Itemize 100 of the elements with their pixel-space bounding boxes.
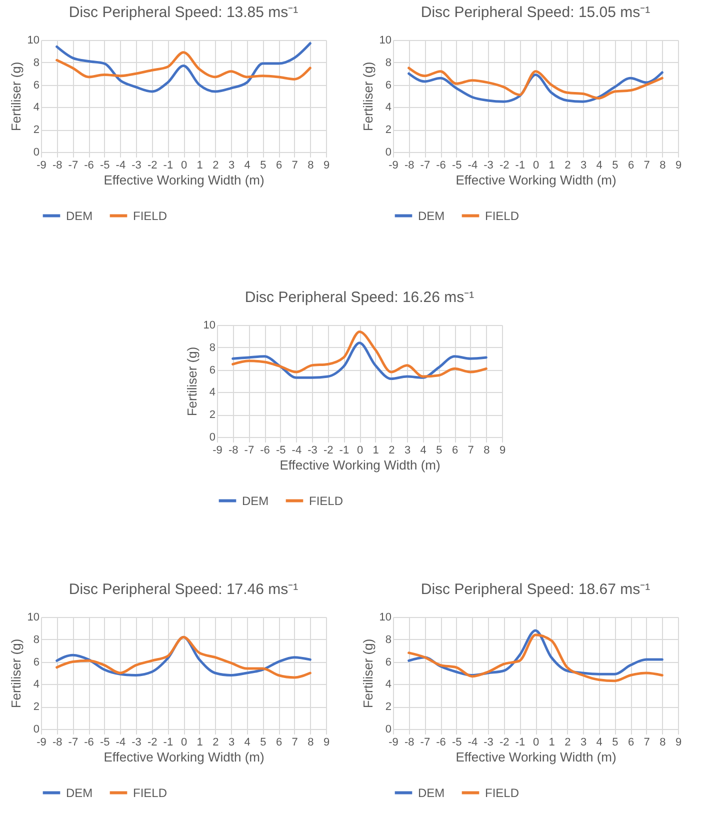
- x-tick-label: -6: [260, 444, 270, 456]
- y-tick-label: 0: [33, 724, 40, 736]
- x-axis-title: Effective Working Width (m): [456, 172, 616, 188]
- legend-label: FIELD: [309, 494, 344, 508]
- x-tick-label: 7: [644, 160, 650, 172]
- x-tick-label: -8: [228, 444, 238, 456]
- line-series: [408, 66, 664, 100]
- legend-label: FIELD: [133, 208, 168, 223]
- x-tick-label: 7: [292, 160, 298, 172]
- x-axis-title: Effective Working Width (m): [104, 750, 264, 764]
- x-tick-label: -8: [404, 736, 414, 748]
- x-tick-label: -2: [147, 160, 158, 172]
- x-tick-label: -1: [515, 736, 526, 748]
- x-tick-label: -1: [163, 736, 174, 748]
- x-tick-label: 8: [308, 736, 314, 748]
- x-tick-label: 3: [580, 160, 587, 172]
- x-tick-label: -2: [147, 736, 158, 748]
- x-tick-label: 4: [244, 736, 250, 748]
- chart-title: Disc Peripheral Speed: 16.26 ms⁻¹: [244, 289, 474, 306]
- x-axis-title: Effective Working Width (m): [456, 750, 616, 764]
- legend-label: DEM: [242, 494, 269, 508]
- x-tick-label: -1: [163, 160, 174, 172]
- x-tick-label: -8: [404, 160, 414, 172]
- y-tick-label: 6: [385, 79, 392, 92]
- x-tick-label: 9: [323, 736, 330, 748]
- x-tick-label: 1: [548, 160, 555, 172]
- legend-label: FIELD: [485, 208, 520, 223]
- y-tick-label: 0: [385, 146, 392, 158]
- x-tick-label: 6: [276, 160, 282, 172]
- x-tick-label: -7: [420, 736, 430, 748]
- x-tick-label: -9: [212, 444, 222, 456]
- x-tick-label: 5: [260, 736, 266, 748]
- x-tick-label: -6: [84, 736, 94, 748]
- x-tick-label: 6: [452, 444, 458, 456]
- y-axis-title: Fertiliser (g): [360, 638, 376, 708]
- x-tick-label: 2: [564, 160, 571, 172]
- x-tick-label: 6: [628, 736, 634, 748]
- x-tick-label: -3: [484, 160, 494, 172]
- x-tick-label: 0: [532, 736, 540, 748]
- x-tick-label: 8: [660, 736, 666, 748]
- x-tick-label: -2: [499, 736, 510, 748]
- y-tick-label: 0: [209, 432, 216, 444]
- x-tick-label: -2: [499, 160, 510, 172]
- y-tick-label: 4: [209, 386, 216, 399]
- y-tick-label: 10: [379, 612, 392, 624]
- y-axis-title: Fertiliser (g): [184, 346, 200, 416]
- x-tick-label: -7: [68, 736, 78, 748]
- x-tick-label: 9: [499, 444, 506, 456]
- x-tick-label: -2: [323, 444, 334, 456]
- line-series: [56, 51, 312, 80]
- x-tick-label: 0: [532, 160, 540, 172]
- x-tick-label: 9: [675, 736, 682, 748]
- y-tick-label: 6: [33, 79, 40, 92]
- x-tick-label: -4: [292, 444, 302, 456]
- x-tick-label: 1: [548, 736, 555, 748]
- x-tick-label: 0: [356, 444, 364, 456]
- x-tick-label: -4: [116, 160, 126, 172]
- x-tick-label: -9: [388, 160, 398, 172]
- x-tick-label: 9: [323, 160, 330, 172]
- x-tick-label: -4: [116, 736, 126, 748]
- x-tick-label: 5: [612, 736, 618, 748]
- y-tick-label: 8: [385, 56, 392, 69]
- x-tick-label: 4: [420, 444, 426, 456]
- y-tick-label: 6: [209, 364, 216, 376]
- x-tick-label: -1: [339, 444, 350, 456]
- x-tick-label: -5: [100, 736, 110, 748]
- x-tick-label: -9: [36, 736, 46, 748]
- y-tick-label: 2: [33, 124, 40, 136]
- y-axis-title: Fertiliser (g): [8, 62, 24, 132]
- legend-label: DEM: [66, 208, 93, 223]
- x-tick-label: -3: [308, 444, 318, 456]
- x-tick-label: 4: [244, 160, 250, 172]
- y-tick-label: 2: [385, 701, 392, 714]
- y-tick-label: 0: [385, 724, 392, 736]
- x-tick-label: 0: [180, 160, 188, 172]
- x-tick-label: 6: [276, 736, 282, 748]
- y-tick-label: 10: [27, 612, 40, 624]
- chart-title: Disc Peripheral Speed: 18.67 ms⁻¹: [420, 581, 650, 598]
- y-tick-label: 4: [33, 102, 40, 114]
- x-tick-label: -4: [468, 736, 478, 748]
- x-tick-label: -5: [452, 160, 462, 172]
- x-tick-label: -4: [468, 160, 478, 172]
- y-tick-label: 8: [385, 634, 392, 646]
- x-tick-label: -3: [484, 736, 494, 748]
- y-tick-label: 8: [33, 634, 40, 646]
- x-tick-label: 1: [196, 736, 203, 748]
- x-tick-label: 8: [660, 160, 666, 172]
- x-tick-label: -1: [515, 160, 526, 172]
- x-tick-label: 3: [404, 444, 411, 456]
- line-series: [232, 330, 488, 378]
- x-tick-label: 3: [580, 736, 587, 748]
- x-tick-label: -3: [132, 160, 142, 172]
- x-tick-label: 7: [468, 444, 474, 456]
- chart-title: Disc Peripheral Speed: 15.05 ms⁻¹: [420, 4, 650, 21]
- x-tick-label: 5: [436, 444, 442, 456]
- y-tick-label: 4: [33, 678, 40, 691]
- legend-label: FIELD: [485, 786, 520, 800]
- y-tick-label: 4: [385, 102, 392, 114]
- y-tick-label: 6: [33, 656, 40, 668]
- x-tick-label: 3: [228, 160, 235, 172]
